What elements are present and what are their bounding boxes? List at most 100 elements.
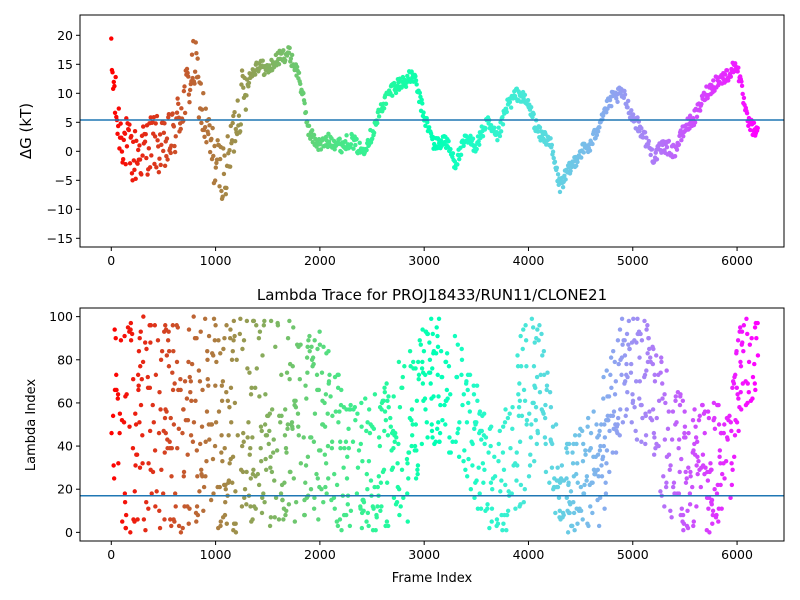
data-point xyxy=(384,381,389,386)
data-point xyxy=(351,146,356,151)
data-point xyxy=(703,465,708,470)
data-point xyxy=(404,456,410,462)
data-point xyxy=(582,482,587,488)
data-point xyxy=(246,80,252,86)
data-point xyxy=(186,327,192,332)
data-point xyxy=(156,169,162,175)
data-point xyxy=(187,87,193,93)
data-point xyxy=(709,497,715,503)
data-point xyxy=(710,512,716,518)
data-point xyxy=(157,156,162,161)
data-point xyxy=(127,122,132,127)
data-point xyxy=(660,381,665,386)
data-point xyxy=(145,374,150,380)
data-point xyxy=(245,366,250,371)
data-point xyxy=(506,489,511,494)
data-point xyxy=(202,124,208,130)
data-point xyxy=(579,155,584,160)
data-point xyxy=(480,461,486,466)
data-point xyxy=(550,441,555,447)
data-point xyxy=(144,346,149,352)
data-point xyxy=(331,495,337,501)
data-point xyxy=(732,433,738,438)
data-point xyxy=(385,523,391,529)
data-point xyxy=(461,458,466,464)
data-point xyxy=(474,146,479,152)
data-point xyxy=(182,379,188,384)
data-point xyxy=(508,105,514,110)
data-point xyxy=(323,134,329,140)
data-point xyxy=(217,484,222,490)
data-point xyxy=(388,415,393,421)
data-point xyxy=(734,385,740,391)
data-point xyxy=(262,422,268,427)
data-point xyxy=(241,430,246,436)
data-point xyxy=(233,489,238,494)
data-point xyxy=(260,495,265,501)
data-point xyxy=(699,101,704,107)
data-point xyxy=(339,387,344,393)
data-point xyxy=(516,392,521,397)
data-point xyxy=(719,506,724,511)
data-point xyxy=(476,139,481,144)
data-point xyxy=(113,74,118,80)
data-point xyxy=(283,58,288,63)
data-point xyxy=(146,146,152,151)
data-point xyxy=(124,392,129,397)
data-point xyxy=(622,88,627,94)
data-point xyxy=(502,420,508,425)
data-point xyxy=(727,413,732,419)
data-point xyxy=(224,389,229,395)
data-point xyxy=(516,405,522,410)
data-point xyxy=(373,528,378,533)
data-point xyxy=(753,387,758,393)
data-point xyxy=(646,138,652,144)
data-point xyxy=(128,320,134,326)
data-point xyxy=(132,129,138,134)
data-point xyxy=(150,402,155,408)
data-point xyxy=(447,435,452,440)
data-point xyxy=(637,379,643,384)
data-point xyxy=(698,484,704,490)
data-point xyxy=(164,353,170,358)
data-point xyxy=(271,437,276,442)
data-point xyxy=(745,331,750,337)
data-point xyxy=(248,476,253,481)
data-point xyxy=(312,338,317,343)
data-point xyxy=(746,359,752,365)
data-point xyxy=(639,338,645,343)
data-point xyxy=(735,69,740,74)
data-point xyxy=(598,443,603,449)
data-point xyxy=(595,129,601,134)
data-point xyxy=(695,454,700,460)
data-point xyxy=(602,506,607,511)
data-point xyxy=(181,88,187,94)
data-point xyxy=(587,148,593,153)
data-point xyxy=(158,162,163,168)
data-point xyxy=(203,439,208,444)
data-point xyxy=(118,338,124,343)
data-point xyxy=(501,521,506,526)
data-point xyxy=(633,428,638,434)
data-point xyxy=(307,348,312,354)
data-point xyxy=(536,338,541,343)
data-point xyxy=(148,115,153,120)
data-point xyxy=(289,420,295,425)
data-point xyxy=(222,446,227,451)
data-point xyxy=(724,68,730,73)
data-point xyxy=(375,484,380,490)
data-point xyxy=(723,458,729,464)
data-point xyxy=(258,424,264,429)
data-point xyxy=(364,428,369,434)
data-point xyxy=(570,461,576,466)
data-point xyxy=(268,465,273,470)
data-point xyxy=(248,504,253,509)
data-point xyxy=(229,420,234,425)
data-point xyxy=(147,165,153,170)
data-point xyxy=(668,463,673,468)
data-point xyxy=(486,450,491,455)
data-point xyxy=(602,435,608,440)
data-point xyxy=(461,392,467,397)
data-point xyxy=(618,407,623,412)
data-point xyxy=(365,487,370,492)
